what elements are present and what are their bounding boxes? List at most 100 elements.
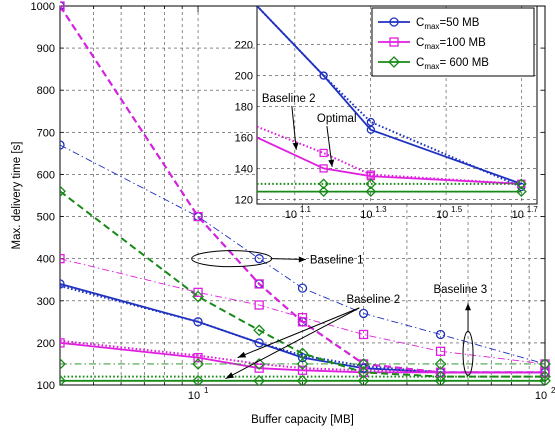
inset-y-tick-label: 140: [235, 163, 253, 175]
data-point: [193, 317, 203, 327]
data-point: [193, 352, 203, 363]
baseline2-arrowhead: [225, 372, 235, 379]
data-point: [254, 300, 264, 310]
data-point: [357, 358, 370, 370]
data-point: [318, 178, 330, 190]
data-point: [357, 366, 370, 379]
data-point: [365, 178, 377, 190]
data-point: [254, 363, 264, 373]
inset-x-tick-label: 10: [360, 209, 372, 221]
data-point: [253, 374, 266, 385]
data-point: [60, 374, 66, 385]
data-point: [319, 148, 328, 158]
inset-series: [257, 6, 527, 198]
main-series: [60, 1, 551, 385]
data-point: [366, 170, 375, 179]
data-point: [434, 358, 447, 370]
data-point: [297, 312, 308, 323]
data-point: [297, 283, 308, 293]
data-point: [434, 370, 447, 383]
data-point: [296, 358, 309, 370]
data-point: [540, 359, 550, 369]
x-tick-exponent: 2: [551, 386, 555, 395]
data-point: [319, 164, 328, 173]
inset-x-tick-label: 10: [285, 209, 297, 221]
series-line-50-baseline3: [60, 144, 546, 365]
data-point: [515, 178, 527, 190]
legend-label: Cmax= 600 MB: [416, 57, 489, 71]
data-point: [435, 329, 446, 340]
legend-label: Cmax=100 MB: [416, 37, 486, 51]
y-tick-label: 500: [37, 212, 55, 224]
inset-y-tick-label: 220: [235, 40, 253, 52]
inset-annotation-arrowhead: [328, 159, 335, 167]
data-point: [297, 352, 308, 363]
inset-annotation: Baseline 2: [262, 93, 316, 105]
inset-x-tick-exponent: 1.1: [300, 205, 312, 214]
data-point: [253, 324, 266, 337]
data-point: [60, 185, 66, 198]
baseline2-arrow: [237, 307, 360, 359]
data-point: [192, 358, 204, 370]
inset-x-tick-label: 10: [436, 209, 448, 221]
data-point: [193, 287, 203, 298]
data-point: [60, 279, 65, 289]
inset-frame: [256, 5, 538, 205]
baseline2-arrow: [225, 307, 360, 380]
inset-x-tick-exponent: 1.5: [451, 205, 463, 214]
data-point: [435, 346, 446, 356]
data-point: [60, 140, 65, 150]
data-point: [539, 370, 551, 383]
inset-y-tick-label: 180: [235, 102, 253, 114]
baseline1-arrowhead: [298, 256, 306, 263]
data-point: [254, 338, 264, 348]
y-tick-label: 700: [37, 127, 55, 139]
annotation-baseline-3: Baseline 3: [433, 284, 487, 296]
main-annotations: Baseline 1 Baseline 2 Baseline 3: [191, 250, 487, 380]
y-axis-label: Max. delivery time [s]: [11, 142, 23, 250]
y-tick-label: 900: [37, 43, 55, 55]
x-tick-label: 10: [535, 390, 547, 402]
data-point: [254, 254, 264, 264]
data-point: [358, 329, 369, 340]
inset-annotation-arrowhead: [292, 142, 299, 150]
data-point: [358, 308, 369, 319]
data-point: [296, 374, 309, 385]
inset-y-tick-label: 200: [235, 71, 253, 83]
legend: Cmax=50 MB Cmax=100 MB Cmax= 600 MB: [371, 7, 535, 77]
baseline2-arrowhead: [237, 351, 247, 358]
annotation-baseline-1: Baseline 1: [310, 255, 364, 267]
main-axis-ticks: 100 200 300 400 500 600 700 800 900 1000 10 1 10 2: [31, 1, 555, 402]
legend-label: Cmax=50 MB: [416, 17, 480, 31]
y-tick-label: 1000: [31, 1, 55, 13]
data-point: [389, 37, 399, 47]
data-point: [357, 374, 370, 385]
x-tick-exponent: 1: [204, 386, 209, 395]
data-point: [193, 211, 203, 222]
inset-annotation-arrow: [291, 105, 297, 150]
data-point: [60, 254, 65, 264]
y-tick-label: 800: [37, 85, 55, 97]
data-point: [297, 365, 308, 375]
x-axis-label: Buffer capacity [MB]: [251, 414, 354, 426]
data-point: [389, 17, 399, 27]
inset-y-tick-label: 120: [235, 194, 253, 206]
annotation-baseline-2: Baseline 2: [346, 294, 400, 306]
data-point: [192, 374, 204, 385]
baseline3-arrowhead: [465, 303, 472, 311]
data-point: [254, 279, 264, 289]
data-point: [60, 1, 65, 11]
y-tick-label: 200: [37, 338, 55, 350]
inset-x-tick-exponent: 1.3: [375, 205, 387, 214]
inset-x-tick-label: 10: [512, 209, 524, 221]
inset-x-tick-exponent: 1.7: [527, 205, 539, 214]
y-tick-label: 400: [37, 254, 55, 266]
inset-annotation: Optimal: [317, 113, 357, 125]
data-point: [515, 186, 527, 198]
data-point: [60, 358, 66, 370]
y-tick-label: 100: [37, 380, 55, 392]
x-tick-label: 10: [188, 390, 200, 402]
